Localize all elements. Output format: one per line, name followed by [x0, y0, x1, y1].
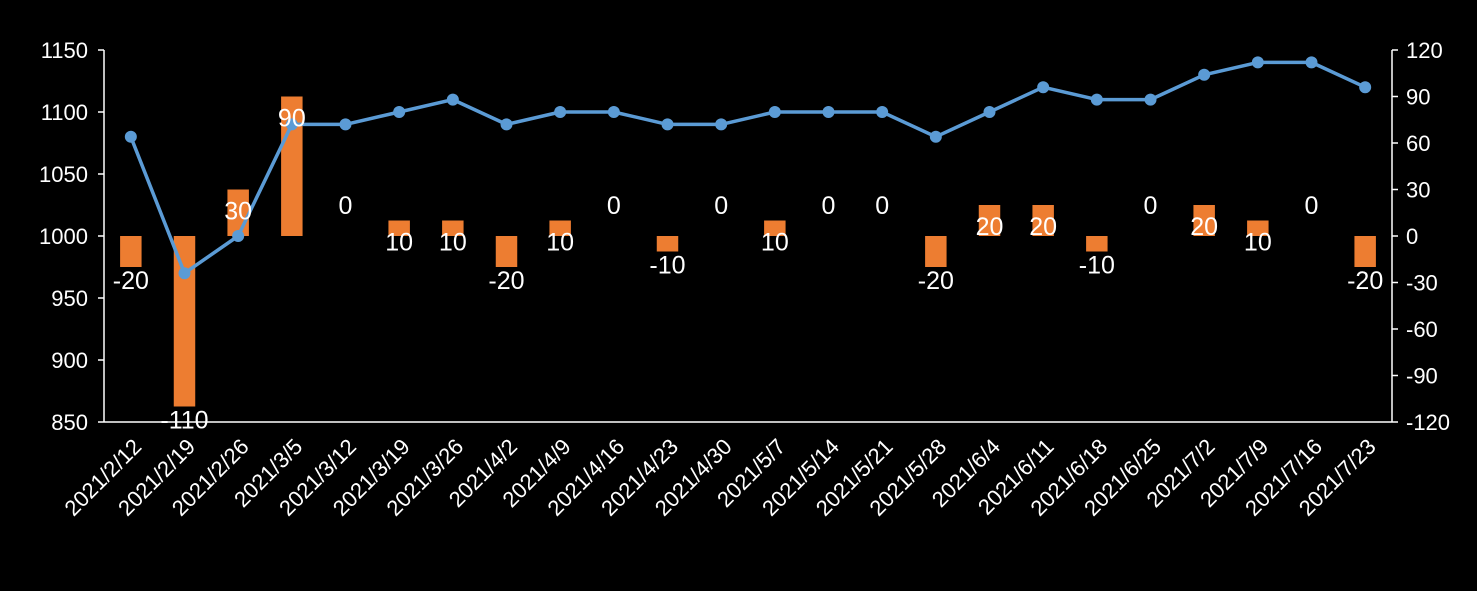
- line-point: [822, 106, 835, 118]
- line-series: [124, 56, 1372, 280]
- right-axis-tick-label: 120: [1406, 38, 1443, 63]
- bar-data-label: 10: [385, 229, 413, 257]
- bar-data-label: 0: [607, 192, 621, 220]
- bar-data-label: -10: [649, 252, 685, 280]
- bar-data-label: -20: [488, 267, 524, 295]
- line-point: [1359, 81, 1372, 94]
- bar-data-label: 20: [1190, 213, 1218, 241]
- bar: [764, 220, 786, 236]
- line-point: [124, 130, 137, 143]
- left-axis-tick-label: 950: [51, 286, 88, 311]
- bar: [173, 236, 196, 407]
- left-axis-tick-label: 900: [51, 348, 88, 373]
- line-point: [1037, 81, 1050, 94]
- line-point: [178, 267, 191, 280]
- line-point: [1090, 93, 1103, 106]
- bar-data-label: 0: [1305, 192, 1319, 220]
- bar-data-label: 10: [761, 229, 789, 257]
- data-labels: -20 -110 30 90 0 10 10 -20 10 0 -10 0 10 0 0 -20 20 20 -10…: [113, 105, 1383, 435]
- bar-data-label: 0: [875, 192, 889, 220]
- bar-data-label: -10: [1079, 252, 1115, 280]
- left-axis-tick-label: 1000: [39, 224, 88, 249]
- bar: [656, 236, 679, 252]
- line-point: [661, 118, 674, 131]
- right-axis-tick-label: 0: [1406, 224, 1418, 249]
- bar-data-label: 0: [339, 192, 353, 220]
- line-point: [1144, 93, 1157, 106]
- bar: [281, 96, 303, 236]
- right-axis-tick-label: -30: [1406, 271, 1438, 296]
- line-point: [607, 106, 620, 118]
- right-axis-tick-label: 60: [1406, 131, 1430, 156]
- bar-data-label: 30: [224, 198, 252, 226]
- x-axis-tick-labels: 2021/2/122021/2/192021/2/262021/3/52021/…: [59, 434, 1380, 521]
- bar-data-label: 0: [714, 192, 728, 220]
- left-axis-tick-label: 1050: [39, 162, 88, 187]
- bar-data-label: 90: [278, 105, 306, 133]
- right-axis-tick-label: 30: [1406, 178, 1430, 203]
- line-point: [446, 93, 459, 106]
- bar: [1086, 236, 1108, 252]
- left-axis-tick-label: 1150: [41, 38, 88, 63]
- bar-data-label: 10: [546, 229, 574, 257]
- bar-data-label: 0: [822, 192, 836, 220]
- bar-data-label: -110: [160, 407, 208, 435]
- bar: [978, 205, 1001, 236]
- line-point: [232, 230, 245, 242]
- line-point: [554, 106, 567, 118]
- bar-data-label: 0: [1144, 192, 1158, 220]
- bar-data-label: 10: [439, 229, 467, 257]
- line-point: [1251, 56, 1264, 69]
- left-axis-tick-label: 850: [51, 410, 88, 435]
- line-point: [1305, 56, 1318, 69]
- right-axis-tick-label: -60: [1406, 317, 1438, 342]
- bar: [1193, 205, 1215, 236]
- line-point: [393, 106, 406, 118]
- line-point: [339, 118, 352, 131]
- bar: [442, 220, 464, 236]
- bar-data-label: -20: [113, 267, 149, 295]
- bar: [495, 236, 518, 267]
- bar-data-label: -20: [1347, 267, 1383, 295]
- bar: [1354, 236, 1376, 267]
- axes: 8509009501000105011001150-120-90-60-3003…: [39, 38, 1450, 435]
- line-point: [983, 106, 996, 118]
- bar-data-label: 20: [976, 213, 1004, 241]
- right-axis-tick-label: -90: [1406, 364, 1438, 389]
- bar: [549, 220, 571, 236]
- left-axis-tick-label: 1100: [41, 100, 88, 125]
- line-point: [285, 118, 298, 131]
- line-point: [876, 106, 889, 118]
- line-point: [500, 118, 513, 131]
- bar-data-label: 10: [1244, 229, 1272, 257]
- right-axis-tick-label: 90: [1406, 85, 1430, 110]
- line-point: [1198, 68, 1211, 81]
- bar-data-label: -20: [918, 267, 954, 295]
- line-path: [129, 60, 1366, 275]
- bar: [925, 236, 947, 267]
- bar: [1032, 205, 1054, 236]
- bar-data-label: 20: [1029, 213, 1057, 241]
- right-axis-tick-label: -120: [1406, 410, 1450, 435]
- line-point: [715, 118, 728, 131]
- bar: [120, 236, 142, 267]
- bar-series: [120, 96, 1376, 407]
- bar: [388, 220, 410, 236]
- line-point: [768, 106, 781, 118]
- bar: [1247, 220, 1269, 236]
- line-point: [929, 130, 942, 143]
